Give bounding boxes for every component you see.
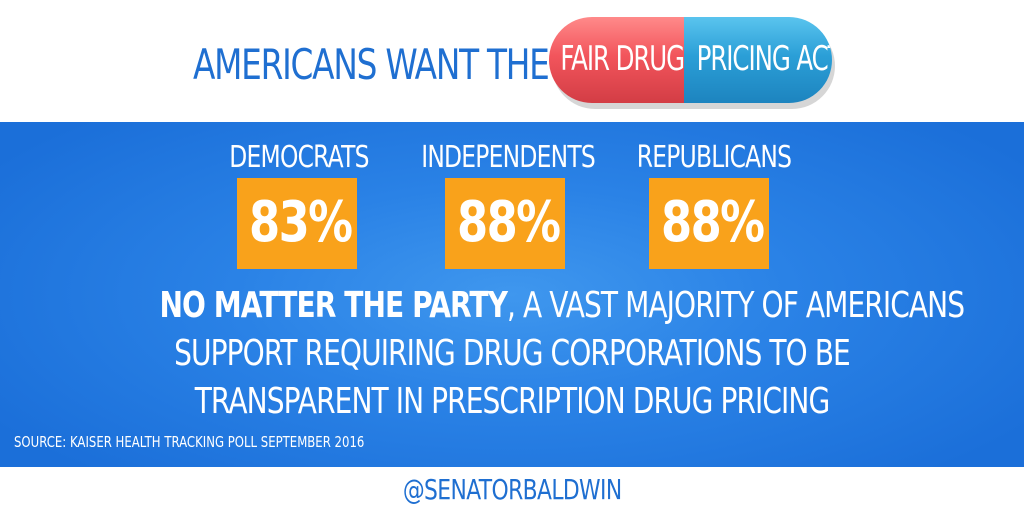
headline: AMERICANS WANT THE <box>193 40 550 89</box>
message-line-1: NO MATTER THE PARTY, A VAST MAJORITY OF … <box>159 282 965 330</box>
pill-right-text: PRICING ACT <box>696 39 832 79</box>
message-line-1-rest: , A VAST MAJORITY OF AMERICANS <box>507 285 965 326</box>
stat-value-independents: 88% <box>457 190 561 255</box>
pill-left-half: FAIR DRUG <box>549 17 684 103</box>
stat-box-independents: 88% <box>445 178 565 269</box>
stat-value-democrats: 83% <box>249 190 353 255</box>
stat-box-democrats: 83% <box>237 178 357 269</box>
source-citation: SOURCE: KAISER HEALTH TRACKING POLL SEPT… <box>14 433 365 451</box>
header: AMERICANS WANT THE FAIR DRUG PRICING ACT <box>0 0 1024 122</box>
twitter-handle: @SENATORBALDWIN <box>0 470 1024 510</box>
stat-label-republicans: REPUBLICANS <box>636 140 792 175</box>
stat-label-democrats: DEMOCRATS <box>229 140 369 175</box>
stat-box-republicans: 88% <box>649 178 769 269</box>
message-line-3: TRANSPARENT IN PRESCRIPTION DRUG PRICING <box>194 381 831 422</box>
message-line-2: SUPPORT REQUIRING DRUG CORPORATIONS TO B… <box>174 333 851 374</box>
message-text: NO MATTER THE PARTY, A VAST MAJORITY OF … <box>60 282 965 426</box>
twitter-handle-text: @SENATORBALDWIN <box>402 473 622 506</box>
message-bold-lead: NO MATTER THE PARTY <box>159 285 508 326</box>
stat-label-independents: INDEPENDENTS <box>421 140 595 175</box>
pill-graphic: FAIR DRUG PRICING ACT <box>549 17 835 109</box>
pill-right-half: PRICING ACT <box>684 17 832 103</box>
stat-value-republicans: 88% <box>661 190 765 255</box>
pill-left-text: FAIR DRUG <box>560 39 684 79</box>
